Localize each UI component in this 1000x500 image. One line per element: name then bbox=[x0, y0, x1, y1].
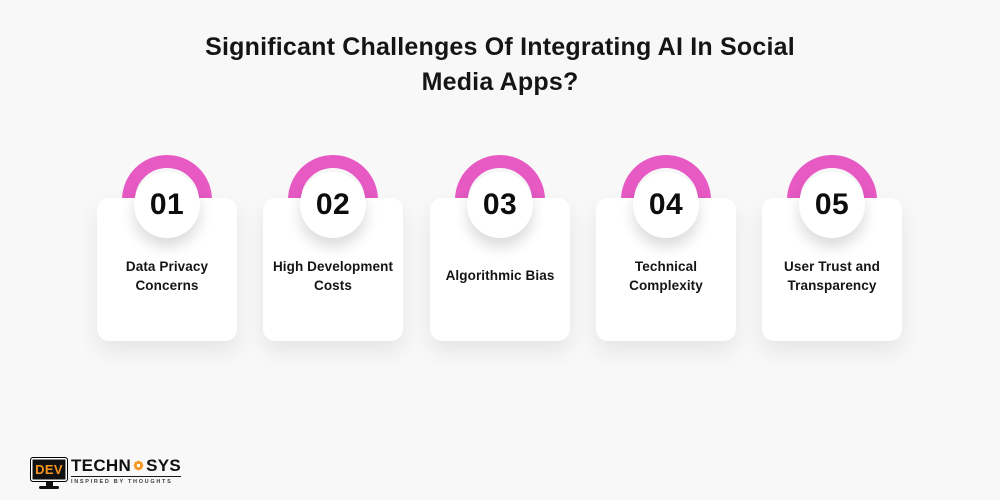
page-title-line-2: Media Apps? bbox=[421, 68, 579, 96]
logo-name: TECHN SYS bbox=[71, 457, 181, 474]
monitor-stand bbox=[45, 482, 53, 486]
challenge-card-3: Algorithmic Bias 03 bbox=[430, 155, 570, 345]
monitor-screen: DEV bbox=[30, 457, 68, 482]
card-number-badge: 01 bbox=[134, 172, 200, 238]
challenge-card-1: Data Privacy Concerns 01 bbox=[97, 155, 237, 345]
card-label: User Trust and Transparency bbox=[784, 259, 880, 293]
card-label: Data Privacy Concerns bbox=[125, 259, 209, 293]
challenge-card-2: High Development Costs 02 bbox=[263, 155, 403, 345]
logo-name-right: SYS bbox=[146, 456, 181, 475]
challenge-card-4: Technical Complexity 04 bbox=[596, 155, 736, 345]
card-label: Algorithmic Bias bbox=[445, 268, 555, 284]
logo-name-left: TECHN bbox=[71, 456, 132, 475]
challenge-cards-row: Data Privacy Concerns 01 High Developmen… bbox=[0, 155, 1000, 355]
page-title: Significant Challenges Of Integrating AI… bbox=[0, 30, 1000, 100]
gear-icon bbox=[132, 459, 145, 472]
card-number-badge: 03 bbox=[467, 172, 533, 238]
logo-tagline: INSPIRED BY THOUGHTS bbox=[71, 476, 181, 485]
page-title-line-1: Significant Challenges Of Integrating AI… bbox=[205, 33, 795, 61]
challenge-card-5: User Trust and Transparency 05 bbox=[762, 155, 902, 345]
logo-brand-text: TECHN SYS INSPIRED BY THOUGHTS bbox=[71, 457, 181, 485]
logo-dev-text: DEV bbox=[35, 462, 63, 477]
card-label: High Development Costs bbox=[272, 259, 394, 293]
card-number-badge: 04 bbox=[633, 172, 699, 238]
card-label: Technical Complexity bbox=[629, 259, 703, 293]
monitor-icon: DEV bbox=[30, 457, 68, 489]
card-number-badge: 02 bbox=[300, 172, 366, 238]
dev-technosys-logo: DEV TECHN SYS bbox=[30, 457, 181, 489]
card-number-badge: 05 bbox=[799, 172, 865, 238]
monitor-base bbox=[39, 486, 59, 489]
